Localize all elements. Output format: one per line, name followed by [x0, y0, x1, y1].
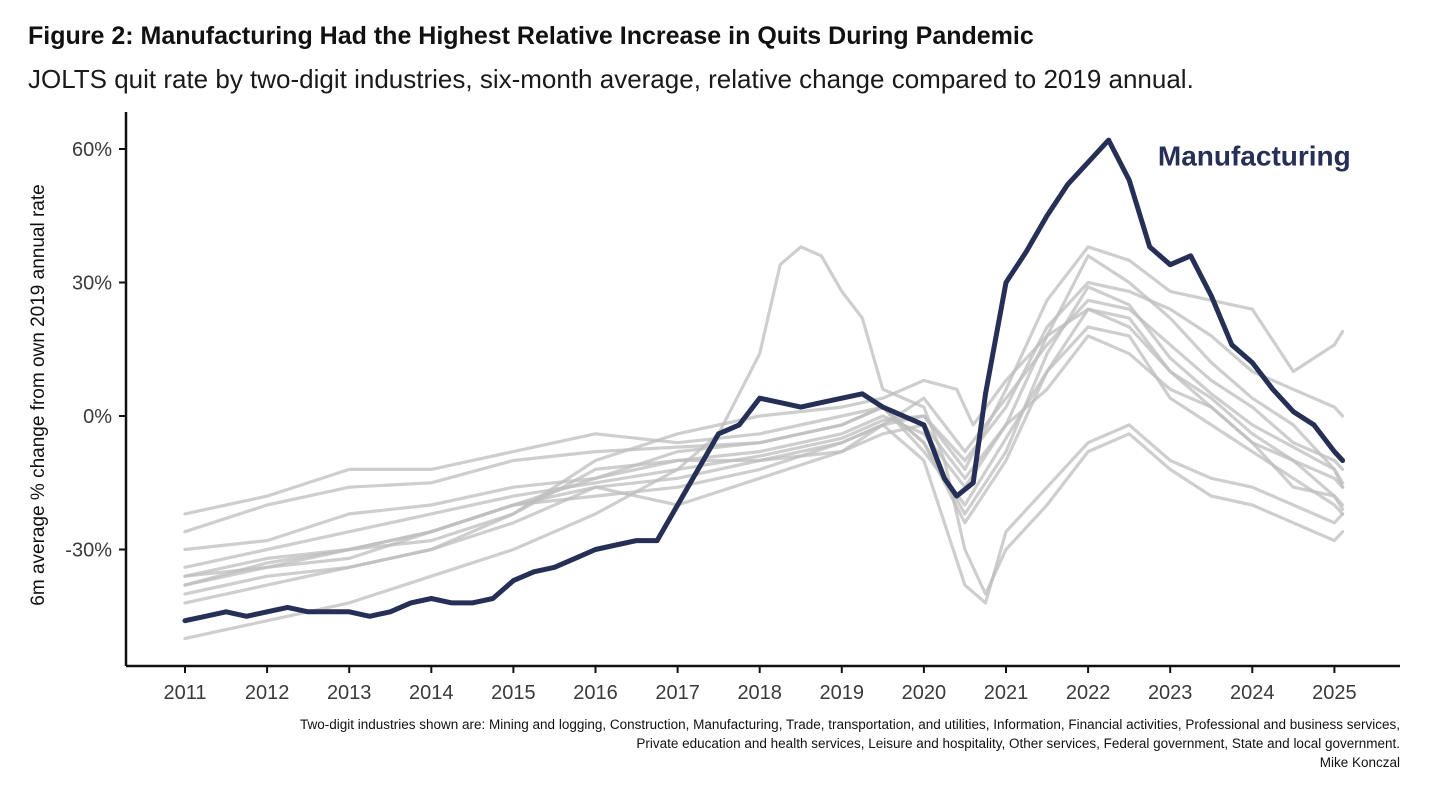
- y-tick-label: -30%: [65, 540, 112, 562]
- x-tick-label: 2015: [491, 682, 536, 704]
- series-line-industry: [183, 334, 1345, 596]
- x-tick-label: 2016: [573, 682, 618, 704]
- x-tick-label: 2023: [1148, 682, 1193, 704]
- x-tick-label: 2022: [1066, 682, 1111, 704]
- series-line-industry: [183, 298, 1345, 605]
- x-tick-label: 2021: [984, 682, 1029, 704]
- x-tick-label: 2013: [327, 682, 372, 704]
- x-tick-label: 2011: [163, 682, 206, 704]
- x-tick-label: 2020: [902, 682, 947, 704]
- footnote: Two-digit industries shown are: Mining a…: [300, 715, 1400, 772]
- y-tick-label: 60%: [72, 139, 112, 161]
- y-tick-label: 0%: [83, 406, 112, 428]
- axes: [119, 112, 1400, 673]
- y-axis-label: 6m average % change from own 2019 annual…: [28, 184, 49, 605]
- y-tick-label: 30%: [72, 273, 112, 295]
- series-line-industry: [183, 325, 1345, 587]
- footnote-line-1: Two-digit industries shown are: Mining a…: [299, 717, 1400, 732]
- x-tick-label: 2012: [245, 682, 290, 704]
- x-tick-label: 2024: [1230, 682, 1275, 704]
- manufacturing-annotation: Manufacturing: [1158, 140, 1351, 171]
- series-line-industry: [183, 285, 1345, 534]
- footnote-line-2: Private education and health services, L…: [636, 736, 1400, 751]
- series-line-industry: [183, 307, 1345, 578]
- series-line-industry: [183, 245, 1345, 569]
- series-line-manufacturing: [182, 137, 1346, 624]
- x-tick-label: 2018: [737, 682, 782, 704]
- x-tick-label: 2019: [820, 682, 865, 704]
- labels-layer: 60% 30% 0% -30% 2011 2012 2013 2014 2015 2016 2017…: [28, 139, 1357, 704]
- series-line-industry: [183, 254, 1345, 552]
- chart-subtitle: JOLTS quit rate by two-digit industries,…: [28, 64, 1194, 94]
- x-tick-label: 2014: [409, 682, 454, 704]
- line-chart: 60% 30% 0% -30% 2011 2012 2013 2014 2015 2016 2017…: [28, 112, 1400, 704]
- x-tick-label: 2025: [1312, 682, 1357, 704]
- footnote-credit: Mike Konczal: [1319, 755, 1400, 770]
- chart-title: Figure 2: Manufacturing Had the Highest …: [28, 22, 1034, 50]
- series-line-industry: [183, 245, 1345, 641]
- x-tick-label: 2017: [655, 682, 700, 704]
- series-layer: [182, 137, 1346, 641]
